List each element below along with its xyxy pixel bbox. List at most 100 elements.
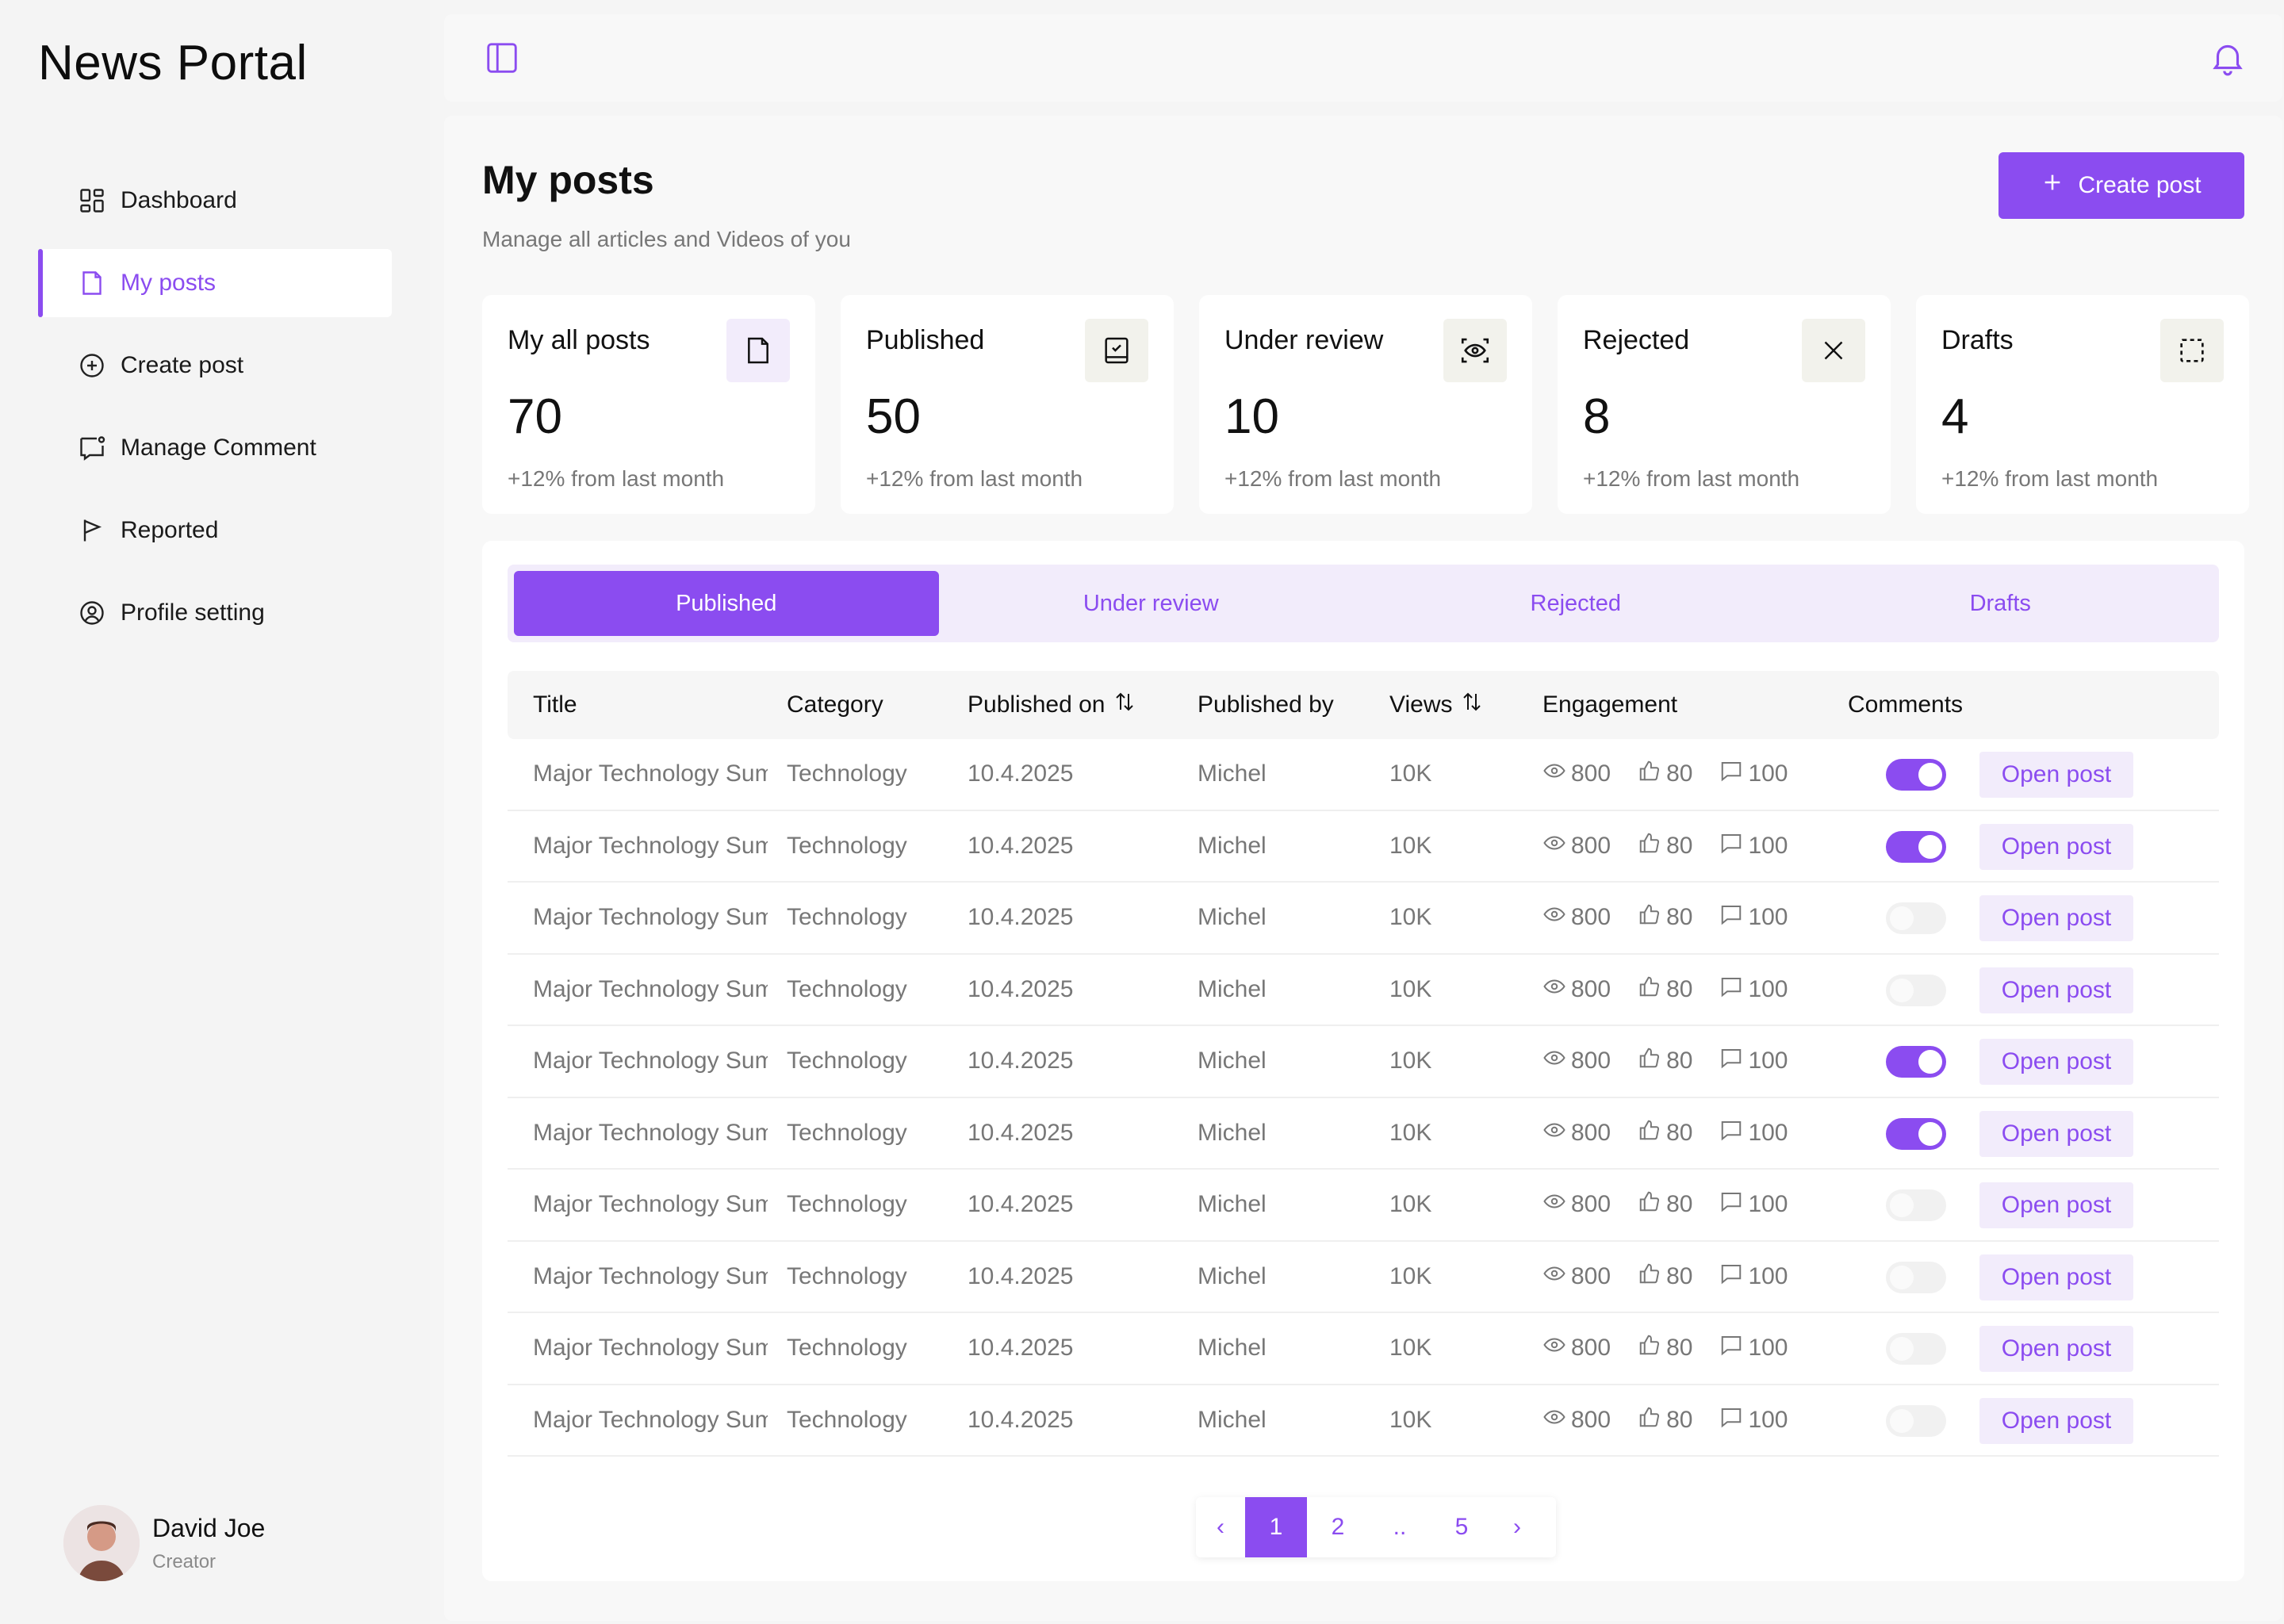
sidebar-item-label: Reported — [121, 517, 219, 543]
thumbs-up-icon — [1638, 831, 1661, 861]
thumbs-up-icon — [1638, 1189, 1661, 1220]
table-row: Major Technology Summit Technology 10.4.… — [508, 1026, 2219, 1098]
open-post-button[interactable]: Open post — [1979, 1110, 2133, 1157]
stat-card-all-posts: My all posts 70 +12% from last month — [482, 295, 815, 514]
sidebar-item-label: Manage Comment — [121, 435, 316, 461]
next-page-button[interactable]: › — [1513, 1514, 1521, 1540]
tab-rejected[interactable]: Rejected — [1530, 590, 1621, 616]
comments-count: 100 — [1719, 1405, 1788, 1435]
open-post-button[interactable]: Open post — [1979, 1039, 2133, 1085]
comments-toggle[interactable] — [1886, 902, 1946, 934]
engagement-stats: 800 80 100 — [1542, 1170, 1788, 1239]
sidebar-toggle-icon[interactable] — [484, 40, 520, 76]
eye-scan-icon — [1443, 319, 1507, 382]
sidebar-item-reported[interactable]: Reported — [38, 496, 392, 565]
comments-toggle[interactable] — [1886, 1333, 1946, 1365]
stat-value: 70 — [508, 389, 562, 444]
thumbs-up-icon — [1638, 902, 1661, 933]
comments-toggle[interactable] — [1886, 1117, 1946, 1150]
comments-toggle[interactable] — [1886, 974, 1946, 1006]
comments-toggle[interactable] — [1886, 1189, 1946, 1221]
comment-icon — [1719, 1405, 1743, 1435]
post-date: 10.4.2025 — [968, 1191, 1074, 1217]
table-row: Major Technology Summit Technology 10.4.… — [508, 1385, 2219, 1457]
page-subtitle: Manage all articles and Videos of you — [482, 227, 851, 251]
prev-page-button[interactable]: ‹ — [1217, 1514, 1224, 1540]
user-role: Creator — [152, 1550, 217, 1572]
stat-value: 8 — [1583, 389, 1611, 444]
close-icon — [1802, 319, 1865, 382]
bell-icon[interactable] — [2208, 38, 2248, 78]
post-date: 10.4.2025 — [968, 832, 1074, 859]
open-post-button[interactable]: Open post — [1979, 1182, 2133, 1228]
create-post-button[interactable]: Create post — [1998, 152, 2244, 219]
column-views[interactable]: Views — [1389, 671, 1484, 739]
dashed-square-icon — [2160, 319, 2224, 382]
user-name: David Joe — [152, 1513, 266, 1542]
stat-change: +12% from last month — [1583, 466, 1800, 491]
open-post-button[interactable]: Open post — [1979, 1254, 2133, 1300]
page-5-button[interactable]: 5 — [1454, 1514, 1469, 1540]
sidebar-item-profile-setting[interactable]: Profile setting — [38, 579, 392, 647]
column-published-on[interactable]: Published on — [968, 671, 1136, 739]
sidebar-item-label: My posts — [121, 270, 217, 296]
tab-under-review[interactable]: Under review — [1083, 590, 1219, 616]
likes-count: 80 — [1638, 759, 1692, 789]
post-title: Major Technology Summit — [533, 832, 768, 859]
engagement-stats: 800 80 100 — [1542, 1026, 1788, 1096]
eye-icon — [1542, 975, 1566, 1005]
book-check-icon — [1085, 319, 1148, 382]
open-post-button[interactable]: Open post — [1979, 895, 2133, 941]
views-count: 800 — [1542, 1405, 1611, 1435]
views-count: 800 — [1542, 902, 1611, 933]
comments-toggle[interactable] — [1886, 1261, 1946, 1293]
comments-toggle[interactable] — [1886, 759, 1946, 791]
post-title: Major Technology Summit — [533, 1191, 768, 1217]
post-views: 10K — [1389, 975, 1432, 1002]
comments-toggle[interactable] — [1886, 1404, 1946, 1437]
tab-drafts[interactable]: Drafts — [1969, 590, 2031, 616]
table-row: Major Technology Summit Technology 10.4.… — [508, 811, 2219, 883]
main-content: My posts Manage all articles and Videos … — [444, 116, 2282, 1621]
page-2-button[interactable]: 2 — [1331, 1514, 1345, 1540]
sort-icon[interactable] — [1113, 690, 1136, 720]
sidebar-item-manage-comment[interactable]: Manage Comment — [38, 414, 392, 482]
eye-icon — [1542, 902, 1566, 933]
post-views: 10K — [1389, 1262, 1432, 1289]
open-post-button[interactable]: Open post — [1979, 823, 2133, 870]
open-post-button[interactable]: Open post — [1979, 967, 2133, 1013]
open-post-button[interactable]: Open post — [1979, 1326, 2133, 1372]
comment-icon — [1719, 902, 1743, 933]
post-views: 10K — [1389, 1406, 1432, 1433]
column-category: Category — [787, 691, 883, 718]
open-post-button[interactable]: Open post — [1979, 752, 2133, 798]
user-profile[interactable]: David Joe Creator — [63, 1505, 265, 1581]
eye-icon — [1542, 1405, 1566, 1435]
sidebar-item-label: Profile setting — [121, 599, 265, 626]
post-title: Major Technology Summit — [533, 1048, 768, 1074]
engagement-stats: 800 80 100 — [1542, 1385, 1788, 1455]
comments-toggle[interactable] — [1886, 1046, 1946, 1078]
stat-card-rejected: Rejected 8 +12% from last month — [1558, 295, 1891, 514]
post-title: Major Technology Summit — [533, 1406, 768, 1433]
sort-icon[interactable] — [1460, 690, 1484, 720]
post-views: 10K — [1389, 1191, 1432, 1217]
sidebar-item-dashboard[interactable]: Dashboard — [38, 167, 392, 235]
thumbs-up-icon — [1638, 1118, 1661, 1148]
likes-count: 80 — [1638, 1118, 1692, 1148]
eye-icon — [1542, 831, 1566, 861]
likes-count: 80 — [1638, 1405, 1692, 1435]
document-icon — [726, 319, 790, 382]
tab-published[interactable]: Published — [514, 571, 939, 636]
comments-toggle[interactable] — [1886, 830, 1946, 863]
eye-icon — [1542, 1046, 1566, 1076]
post-date: 10.4.2025 — [968, 1335, 1074, 1361]
sidebar-item-create-post[interactable]: Create post — [38, 331, 392, 400]
sidebar-item-label: Create post — [121, 352, 244, 378]
page-1-button[interactable]: 1 — [1245, 1497, 1307, 1557]
open-post-button[interactable]: Open post — [1979, 1397, 2133, 1444]
engagement-stats: 800 80 100 — [1542, 955, 1788, 1025]
sidebar-item-my-posts[interactable]: My posts — [38, 249, 392, 317]
post-author: Michel — [1198, 832, 1267, 859]
eye-icon — [1542, 1118, 1566, 1148]
